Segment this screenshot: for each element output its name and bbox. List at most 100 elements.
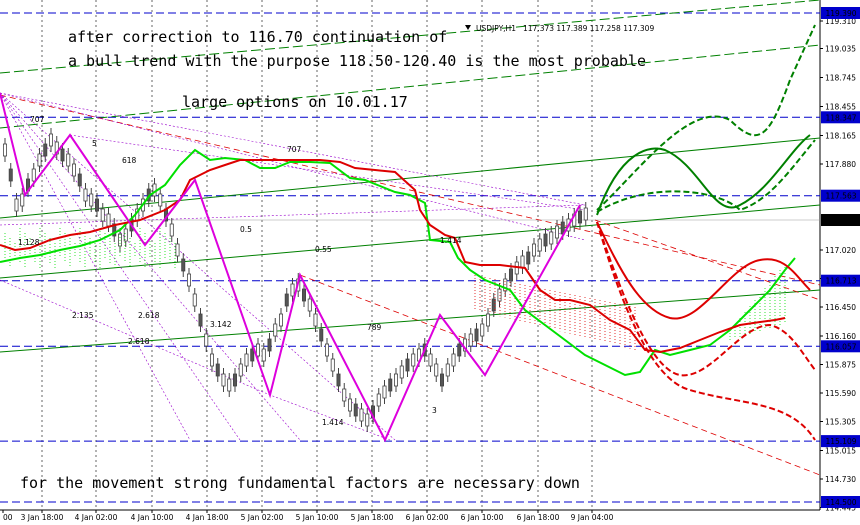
x-tick-label: 5 Jan 18:00 xyxy=(351,513,394,522)
x-tick-label: 6 Jan 18:00 xyxy=(517,513,560,522)
y-tick-label: 118.455 xyxy=(825,103,856,112)
price-box: 118.347 xyxy=(821,111,860,124)
price-box: 119.390 xyxy=(821,7,860,19)
price-box-label: 119.390 xyxy=(825,9,856,18)
candle-body xyxy=(175,243,180,257)
y-tick-label: 116.450 xyxy=(825,303,856,312)
fib-label: 2.618 xyxy=(138,311,160,320)
candle-body xyxy=(66,153,71,167)
ohlc-readout: 117.373 117.389 117.258 117.309 xyxy=(523,24,654,33)
candle-body xyxy=(14,198,19,212)
x-tick-label: 4 Jan 18:00 xyxy=(186,513,229,522)
candle-body xyxy=(186,273,191,287)
candle-body xyxy=(278,313,283,327)
candle-body xyxy=(49,133,54,147)
candle-body xyxy=(399,365,404,379)
y-tick-label: 115.015 xyxy=(825,447,856,456)
candle-body xyxy=(434,363,439,377)
candle-body xyxy=(480,323,485,337)
trend-line-bottom xyxy=(0,289,821,353)
candle-body xyxy=(106,213,111,227)
y-tick-label: 118.165 xyxy=(825,132,856,141)
candle-body xyxy=(31,168,36,182)
candle-body xyxy=(405,358,410,372)
candle-body xyxy=(238,363,243,377)
forecast-red-main xyxy=(596,221,811,320)
y-tick-label: 118.745 xyxy=(825,74,856,83)
candle-body xyxy=(204,333,209,347)
candle-body xyxy=(267,338,272,352)
forecast-red-dashed-low xyxy=(596,221,816,441)
candle-body xyxy=(376,393,381,407)
y-tick-label: 117.880 xyxy=(825,160,856,169)
candle-body xyxy=(393,373,398,387)
y-tick-label: 115.590 xyxy=(825,389,856,398)
candle-body xyxy=(583,207,588,221)
candle-body xyxy=(537,238,542,252)
price-box-bg xyxy=(821,496,860,508)
candle-body xyxy=(169,223,174,237)
forecast-red-dashed xyxy=(596,221,816,377)
price-box-bg xyxy=(821,7,860,19)
fib-fan-line xyxy=(0,92,586,206)
x-tick-label: 4 Jan 10:00 xyxy=(131,513,174,522)
candle-body xyxy=(451,353,456,367)
channel-line-2 xyxy=(0,44,821,129)
candle-body xyxy=(77,173,82,187)
y-tick-label: 119.310 xyxy=(825,17,856,26)
y-tick-label: 115.305 xyxy=(825,418,856,427)
x-tick-label: 5 Jan 02:00 xyxy=(241,513,284,522)
red-channel-top xyxy=(0,94,821,286)
x-tick-label: 9 Jan 04:00 xyxy=(571,513,614,522)
red-channel-bottom xyxy=(299,274,821,476)
fib-label: 618 xyxy=(122,156,137,165)
candle-body xyxy=(181,258,186,272)
candle-body xyxy=(301,288,306,302)
x-tick-label: 3 Jan 18:00 xyxy=(21,513,64,522)
candle-body xyxy=(342,388,347,402)
price-box-bg xyxy=(821,111,860,124)
candle-body xyxy=(474,328,479,342)
fib-fan-line xyxy=(0,92,586,241)
candle-body xyxy=(43,143,48,157)
symbol-dropdown-icon xyxy=(465,25,471,30)
symbol-label: USDJPY,H1 xyxy=(476,24,516,33)
candle-body xyxy=(215,363,220,377)
price-box: 116.057 xyxy=(821,340,860,353)
candle-body xyxy=(555,225,560,239)
candle-body xyxy=(382,385,387,399)
candle-body xyxy=(578,210,583,224)
candle-body xyxy=(8,168,13,182)
candle-body xyxy=(221,373,226,387)
price-box-bg xyxy=(821,340,860,353)
candle-body xyxy=(255,343,260,357)
candle-body xyxy=(244,353,249,367)
price-box-label: 117.320 xyxy=(825,216,856,225)
price-box-bg xyxy=(821,189,860,202)
fib-fan-line xyxy=(0,92,191,441)
candle-body xyxy=(232,373,237,387)
annotation-bottom: for the movement strong fundamental fact… xyxy=(20,474,580,492)
candle-body xyxy=(365,413,370,427)
fib-label: 1.414 xyxy=(322,418,344,427)
price-box-label: 114.500 xyxy=(825,498,856,507)
price-box-bg xyxy=(821,274,860,287)
candle-body xyxy=(457,343,462,357)
x-tick-label: 4 Jan 02:00 xyxy=(75,513,118,522)
candle-body xyxy=(411,353,416,367)
candle-body xyxy=(428,353,433,367)
base-line xyxy=(0,159,786,354)
candle-body xyxy=(319,328,324,342)
x-tick-label: 00 xyxy=(3,513,13,522)
candle-body xyxy=(89,193,94,207)
candle-body xyxy=(60,148,65,162)
price-box: 114.500 xyxy=(821,496,860,508)
candle-body xyxy=(353,403,358,417)
candle-body xyxy=(543,233,548,247)
candle-body xyxy=(313,313,318,327)
fib-label: 1.414 xyxy=(440,236,462,245)
price-box: 117.320 xyxy=(821,214,860,226)
candle-body xyxy=(198,313,203,327)
candle-body xyxy=(227,378,232,392)
